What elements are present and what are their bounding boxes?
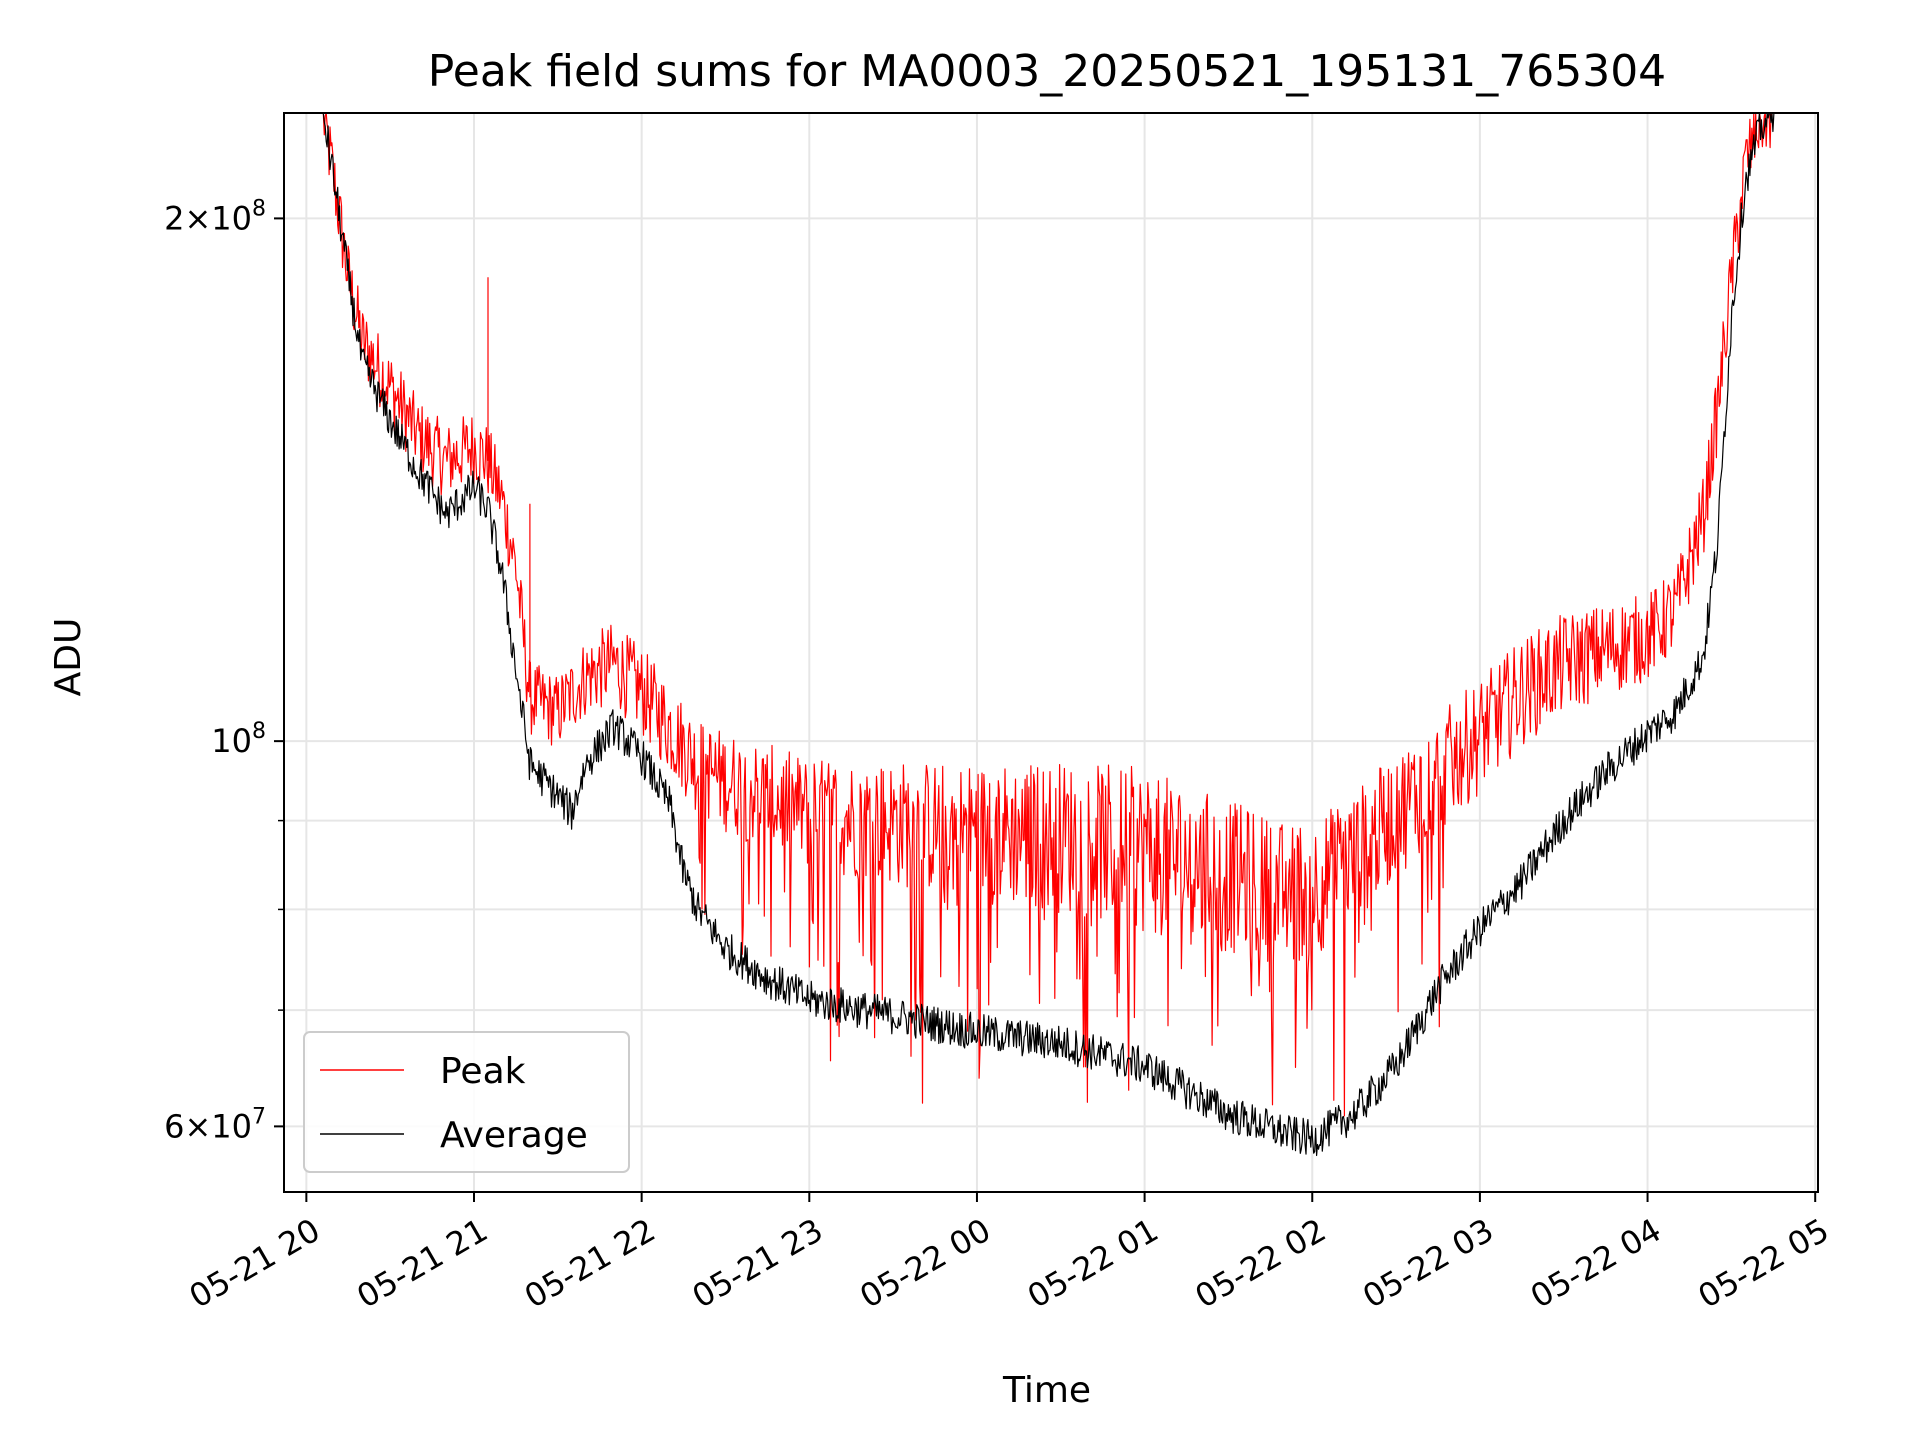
legend-label-average: Average [440,1115,588,1156]
y-tick-label: 108 [211,719,266,760]
x-tick-label: 05-21 22 [518,1211,662,1316]
y-tick-label: 2×108 [164,196,266,237]
legend-label-peak: Peak [440,1051,526,1092]
series-layer [284,113,1818,1157]
chart-title: Peak field sums for MA0003_20250521_1951… [428,46,1666,97]
x-tick-label: 05-22 01 [1021,1211,1165,1316]
legend-box [303,1031,630,1173]
x-tick-label: 05-22 03 [1356,1211,1500,1316]
x-tick-label: 05-21 20 [183,1211,327,1316]
x-axis: 05-21 20 05-21 21 05-21 22 05-21 23 05-22 00… [183,1192,1835,1316]
y-axis-label: ADU [48,618,89,697]
x-tick-label: 05-21 21 [350,1211,494,1316]
series-line-peak [284,113,1818,1117]
x-tick-label: 05-22 04 [1524,1211,1668,1316]
x-axis-label: Time [1002,1370,1091,1411]
x-tick-label: 05-22 02 [1189,1211,1333,1316]
plot-frame [283,112,1819,1193]
y-axis: 6×107 108 2×108 [164,196,284,1145]
series-line-average [284,113,1818,1157]
x-tick-label: 05-22 05 [1692,1211,1836,1316]
y-tick-label: 6×107 [164,1104,266,1145]
x-tick-label: 05-22 00 [853,1211,997,1316]
legend: Peak Average [303,1031,630,1173]
x-tick-label: 05-21 23 [686,1211,830,1316]
